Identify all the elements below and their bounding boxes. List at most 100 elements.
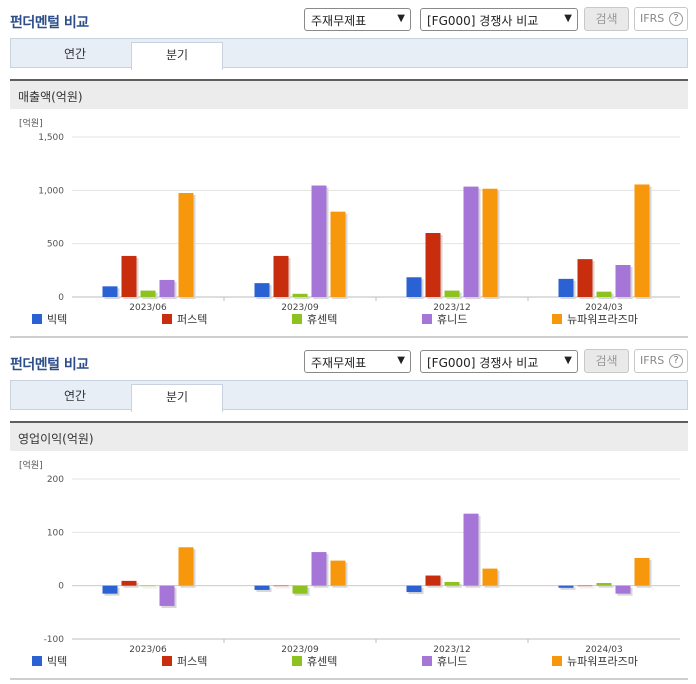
bar [406, 585, 422, 593]
y-tick-label: 500 [47, 240, 64, 250]
panel-divider [10, 678, 688, 680]
y-tick-label: 0 [58, 582, 64, 592]
help-icon: ? [669, 354, 683, 368]
revenue-chart-svg: [억원] 1,500 1,000 500 0 2023/06 2023/09 2023/12 2… [19, 117, 680, 326]
tab-annual[interactable]: 연간 [63, 47, 87, 61]
statement-type-select[interactable]: 주재무제표 ▼ [304, 350, 411, 373]
bar [292, 293, 308, 297]
bar [596, 291, 612, 297]
bar [558, 585, 574, 588]
metric-header: 영업이익(억원) [10, 421, 688, 451]
ifrs-label: IFRS [640, 12, 665, 25]
bar [273, 585, 289, 587]
search-button[interactable]: 검색 [584, 349, 629, 373]
tab-annual[interactable]: 연간 [63, 389, 87, 403]
legend-label: 퍼스텍 [177, 313, 207, 326]
operating-profit-chart: [억원] 200 100 0 -100 2023/06 2023/09 2023/12 2024… [10, 452, 688, 677]
bar [102, 286, 118, 297]
bar-shadow [446, 583, 462, 588]
search-button[interactable]: 검색 [584, 7, 629, 31]
x-tick-label: 2023/09 [281, 645, 319, 655]
bar [140, 585, 156, 587]
bar [634, 557, 650, 586]
bar [425, 575, 441, 586]
ifrs-help-button[interactable]: IFRS ? [634, 349, 688, 373]
bar-shadow [294, 295, 310, 299]
chevron-down-icon: ▼ [564, 355, 572, 366]
bar [254, 585, 270, 590]
panel-header: 펀더멘털 비교 주재무제표 ▼ [FG000] 경쟁사 비교 ▼ 검색 IFRS… [0, 0, 696, 38]
help-icon: ? [669, 12, 683, 26]
y-tick-label: 100 [47, 528, 64, 538]
y-tick-label: 1,000 [38, 186, 64, 196]
bar [615, 585, 631, 594]
comparison-group-select[interactable]: [FG000] 경쟁사 비교 ▼ [420, 350, 578, 373]
panel-header: 펀더멘털 비교 주재무제표 ▼ [FG000] 경쟁사 비교 ▼ 검색 IFRS… [0, 342, 696, 380]
panel-revenue: 펀더멘털 비교 주재무제표 ▼ [FG000] 경쟁사 비교 ▼ 검색 IFRS… [0, 0, 696, 338]
tab-quarterly[interactable]: 분기 [131, 384, 223, 412]
x-tick-label: 2024/03 [585, 303, 622, 313]
legend-label: 뉴파워프라즈마 [567, 655, 638, 668]
bar [330, 560, 346, 586]
legend-label: 휴니드 [437, 313, 467, 326]
bar-shadow [142, 587, 158, 589]
bar [121, 255, 137, 297]
comparison-group-value: [FG000] 경쟁사 비교 [427, 14, 539, 28]
bar-shadow [275, 587, 291, 589]
bar [159, 279, 175, 297]
bar [463, 186, 479, 297]
chevron-down-icon: ▼ [397, 355, 405, 366]
bar [444, 290, 460, 297]
unit-label: [억원] [19, 459, 43, 471]
metric-title: 매출액(억원) [18, 90, 83, 104]
legend-swatch [552, 656, 562, 666]
bar [482, 188, 498, 297]
period-tabs: 연간 분기 [10, 38, 688, 70]
bar [577, 259, 593, 297]
legend-swatch [422, 656, 432, 666]
bar [444, 581, 460, 586]
legend-swatch [32, 656, 42, 666]
comparison-group-select[interactable]: [FG000] 경쟁사 비교 ▼ [420, 8, 578, 31]
y-tick-label: 0 [58, 293, 64, 303]
bar [273, 255, 289, 297]
bar [615, 265, 631, 297]
bar [634, 184, 650, 297]
bar [558, 278, 574, 297]
x-tick-label: 2023/09 [281, 303, 319, 313]
legend-swatch [32, 314, 42, 324]
bar [596, 583, 612, 586]
bar [406, 277, 422, 297]
statement-type-select[interactable]: 주재무제표 ▼ [304, 8, 411, 31]
bar [102, 585, 118, 594]
chevron-down-icon: ▼ [397, 13, 405, 24]
period-tabs: 연간 분기 [10, 380, 688, 412]
unit-label: [억원] [19, 117, 43, 129]
bar-shadow [598, 585, 614, 588]
legend-label: 휴니드 [437, 655, 467, 668]
comparison-group-value: [FG000] 경쟁사 비교 [427, 356, 539, 370]
x-tick-label: 2023/06 [129, 645, 167, 655]
bar [311, 185, 327, 297]
bar [159, 585, 175, 606]
bar-shadow [579, 587, 595, 589]
bar [121, 580, 137, 586]
panel-title: 펀더멘털 비교 [10, 357, 89, 373]
legend-swatch [422, 314, 432, 324]
bar [292, 585, 308, 594]
x-tick-label: 2023/12 [433, 645, 470, 655]
legend-label: 휴센텍 [307, 655, 337, 668]
legend-label: 휴센텍 [307, 313, 337, 326]
ifrs-help-button[interactable]: IFRS ? [634, 7, 688, 31]
bar [140, 290, 156, 297]
bar [178, 547, 194, 586]
x-tick-label: 2023/12 [433, 303, 470, 313]
x-tick-label: 2023/06 [129, 303, 167, 313]
tab-quarterly[interactable]: 분기 [131, 42, 223, 70]
legend-swatch [552, 314, 562, 324]
metric-header: 매출액(억원) [10, 79, 688, 109]
legend-label: 퍼스텍 [177, 655, 207, 668]
legend-swatch [162, 656, 172, 666]
bar [463, 513, 479, 586]
bar [482, 568, 498, 586]
